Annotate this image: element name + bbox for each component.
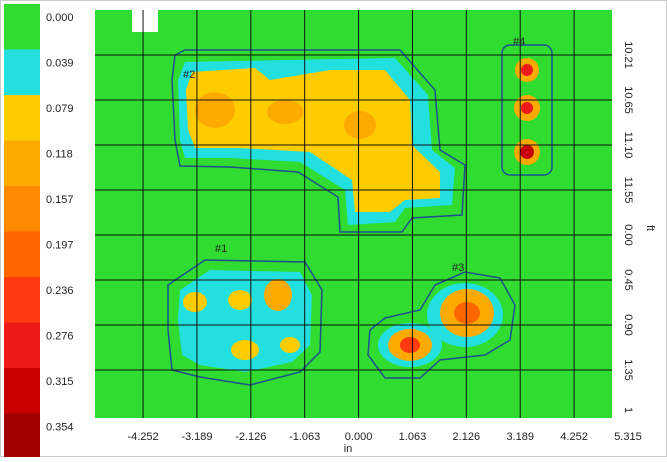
y-tick-label: 10.21 [622, 41, 634, 69]
x-axis-label: in [344, 443, 353, 455]
colorbar-label: 0.276 [46, 330, 74, 342]
region-outline [167, 259, 323, 386]
colorbar-swatch [4, 413, 40, 459]
x-tick-label: -1.063 [289, 431, 320, 443]
colorbar-label: 0.157 [46, 194, 74, 206]
blob [228, 290, 252, 310]
region-label: #1 [215, 243, 227, 255]
blank-patch [132, 10, 158, 32]
colorbar-label: 0.354 [46, 421, 74, 433]
region-outline [367, 271, 516, 379]
region-label: #2 [183, 69, 195, 81]
colorbar-label: 0.000 [46, 12, 74, 24]
blob [264, 279, 292, 311]
y-tick-label: 0.45 [622, 269, 634, 290]
colorbar-swatch [4, 322, 40, 368]
blob [267, 100, 303, 124]
region-label: #4 [513, 36, 525, 48]
y-tick-label: 1 [622, 407, 634, 413]
region-label: #3 [452, 262, 464, 274]
blob [521, 64, 533, 76]
x-tick-label: 5.315 [614, 431, 642, 443]
y-tick-label: 0.90 [622, 314, 634, 335]
colorbar-swatch [4, 186, 40, 232]
region-outline [501, 44, 553, 176]
colorbar-swatch [4, 4, 40, 50]
blob [521, 102, 533, 114]
colorbar-swatch [4, 140, 40, 186]
x-tick-label: 2.126 [453, 431, 481, 443]
x-tick-label: 3.189 [506, 431, 534, 443]
y-axis-label: ft [644, 225, 656, 231]
blob [400, 337, 420, 353]
blob [195, 92, 235, 128]
grid [95, 10, 612, 418]
colorbar-swatch [4, 277, 40, 323]
x-tick-label: 4.252 [560, 431, 588, 443]
colorbar-swatch [4, 368, 40, 414]
blob [344, 111, 376, 139]
blob [186, 68, 440, 212]
y-tick-label: 0.00 [622, 224, 634, 245]
x-tick-label: -3.189 [181, 431, 212, 443]
colorbar-label: 0.197 [46, 239, 74, 251]
blob [231, 340, 259, 360]
blob [454, 302, 480, 324]
colorbar-label: 0.118 [46, 148, 73, 160]
y-tick-label: 10.65 [622, 86, 634, 114]
x-tick-label: 1.063 [399, 431, 427, 443]
colorbar-label: 0.039 [46, 57, 74, 69]
colorbar-label: 0.315 [46, 376, 74, 388]
y-tick-label: 1.35 [622, 359, 634, 380]
colorbar-swatch [4, 49, 40, 95]
x-tick-label: -2.126 [235, 431, 266, 443]
blob [183, 292, 207, 312]
region-outline [171, 49, 466, 233]
blob [520, 145, 534, 159]
y-tick-label: 11.55 [622, 177, 634, 204]
colorbar-label: 0.079 [46, 103, 74, 115]
x-tick-label: -4.252 [127, 431, 158, 443]
colorbar-swatch [4, 231, 40, 277]
heatmap-area [95, 10, 612, 418]
colorbar-label: 0.236 [46, 285, 74, 297]
y-tick-label: 11.10 [622, 132, 634, 159]
x-tick-label: 0.000 [345, 431, 373, 443]
blob [280, 337, 300, 353]
colorbar-swatch [4, 95, 40, 141]
